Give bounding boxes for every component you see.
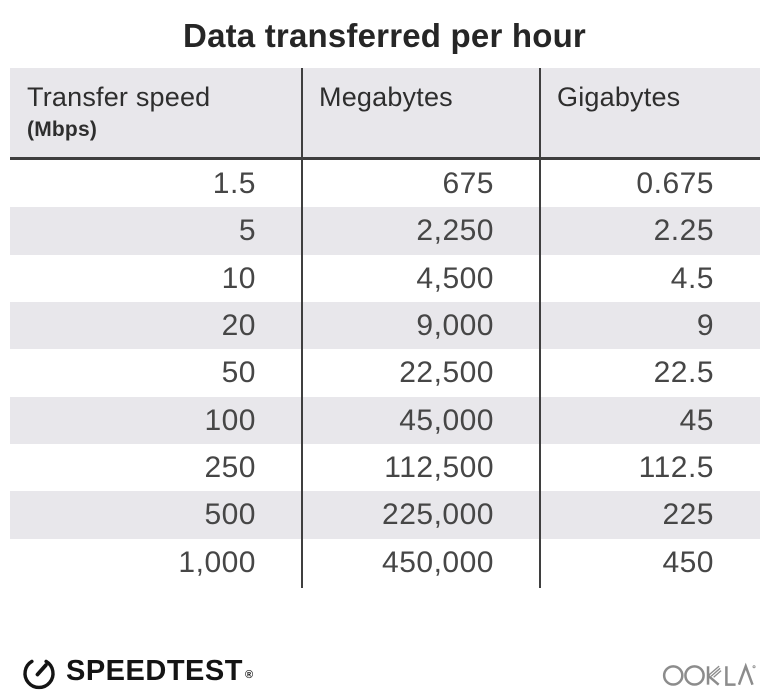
header-gigabytes-label: Gigabytes: [557, 82, 681, 112]
cell-megabytes: 450,000: [382, 545, 494, 579]
table-row: 500 225,000 225: [10, 491, 760, 539]
cell-speed: 5: [238, 214, 256, 248]
data-table: Transfer speed (Mbps) Megabytes Gigabyte…: [10, 68, 760, 588]
cell-speed: 250: [204, 450, 256, 484]
ookla-logo: OOKLA: [662, 660, 756, 694]
cell-speed: 1.5: [212, 167, 256, 200]
page-title: Data transferred per hour: [183, 17, 586, 54]
registered-trademark-mark: ®: [244, 669, 254, 681]
cell-gigabytes: 9: [696, 308, 714, 342]
column-divider: [301, 68, 303, 588]
table-row: 100 45,000 45: [10, 396, 760, 444]
cell-gigabytes: 0.675: [636, 167, 714, 200]
table-body: 1.5 675 0.675 5 2,250 2.25 10 4,500 4.5 …: [10, 160, 760, 586]
cell-gigabytes: 45: [679, 403, 714, 437]
cell-megabytes: 225,000: [382, 498, 494, 532]
speedtest-gauge-icon: [23, 659, 55, 690]
cell-gigabytes: 2.25: [653, 214, 714, 248]
header-megabytes: Megabytes: [302, 68, 540, 157]
cell-megabytes: 4,500: [416, 261, 494, 295]
cell-megabytes: 45,000: [399, 403, 494, 437]
column-divider: [539, 68, 541, 588]
cell-gigabytes: 22.5: [653, 356, 714, 390]
speedtest-logo: SPEEDTEST ®: [19, 651, 254, 691]
header-mbps-unit-label: (Mbps): [27, 118, 98, 141]
table-header-row: Transfer speed (Mbps) Megabytes Gigabyte…: [10, 68, 760, 160]
table-row: 20 9,000 9: [10, 301, 760, 350]
header-transfer-speed-label: Transfer speed: [27, 82, 211, 112]
cell-gigabytes: 225: [662, 498, 714, 532]
table-row: 5 2,250 2.25: [10, 207, 760, 255]
cell-megabytes: 9,000: [416, 308, 494, 342]
cell-megabytes: 2,250: [416, 214, 494, 248]
cell-gigabytes: 450: [662, 545, 714, 579]
cell-megabytes: 22,500: [399, 356, 494, 390]
cell-gigabytes: 4.5: [670, 261, 714, 295]
header-megabytes-label: Megabytes: [319, 82, 453, 112]
cell-speed: 100: [204, 403, 256, 437]
speedtest-wordmark: SPEEDTEST: [66, 654, 243, 687]
cell-gigabytes: 112.5: [638, 450, 714, 484]
cell-megabytes: 112,500: [384, 450, 494, 484]
cell-speed: 500: [204, 498, 256, 532]
cell-speed: 1,000: [178, 545, 256, 579]
header-transfer-speed: Transfer speed (Mbps): [10, 68, 302, 157]
table-row: 1,000 450,000 450: [10, 539, 760, 586]
table-row: 50 22,500 22.5: [10, 349, 760, 396]
cell-speed: 20: [221, 308, 256, 342]
table-row: 10 4,500 4.5: [10, 255, 760, 302]
cell-speed: 10: [221, 261, 256, 295]
cell-speed: 50: [221, 356, 256, 390]
cell-megabytes: 675: [442, 167, 494, 200]
table-row: 250 112,500 112.5: [10, 444, 760, 491]
ookla-wordmark-icon: [662, 662, 756, 686]
table-row: 1.5 675 0.675: [10, 160, 760, 207]
header-gigabytes: Gigabytes: [540, 68, 760, 157]
